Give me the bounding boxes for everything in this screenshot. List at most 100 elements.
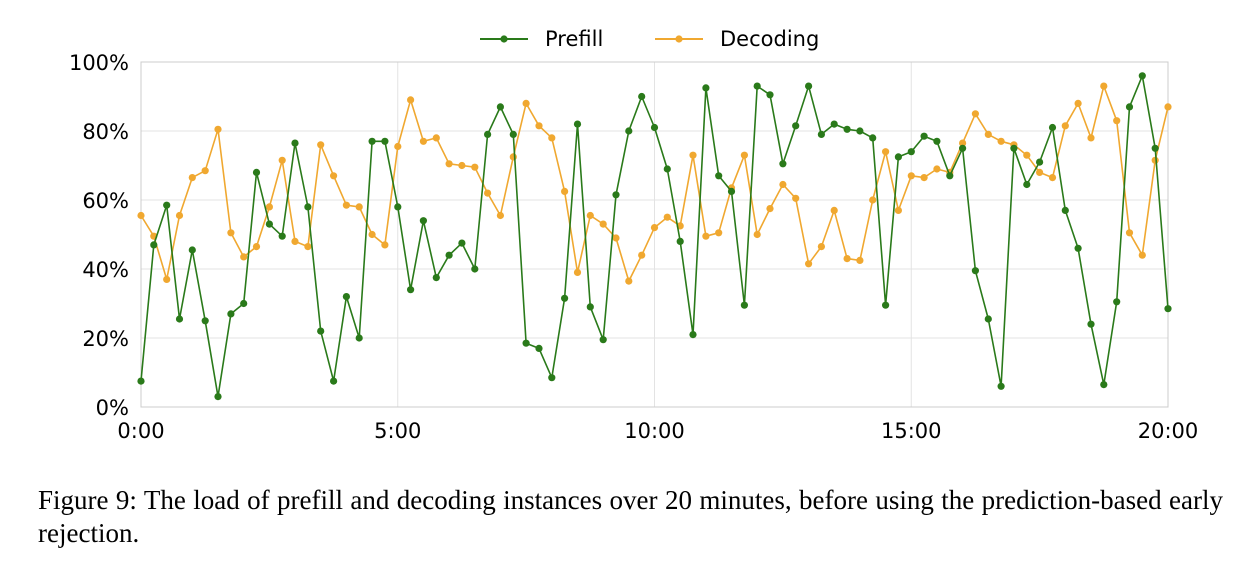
data-point-prefill xyxy=(252,168,261,176)
legend-marker-decoding xyxy=(675,35,683,43)
data-point-prefill xyxy=(304,203,312,211)
data-point-decoding xyxy=(201,167,209,175)
data-point-decoding xyxy=(175,211,184,220)
data-point-prefill xyxy=(959,144,967,152)
data-point-decoding xyxy=(240,253,248,261)
data-point-prefill xyxy=(984,315,992,323)
data-point-prefill xyxy=(150,241,158,249)
data-point-prefill xyxy=(227,310,235,318)
data-point-decoding xyxy=(484,189,492,197)
data-point-decoding xyxy=(381,241,389,249)
data-point-prefill xyxy=(355,334,363,342)
data-point-prefill xyxy=(496,103,504,111)
data-point-prefill xyxy=(394,203,402,211)
x-axis-ticks: 0:00 5:00 10:00 15:00 20:00 xyxy=(117,419,1198,443)
y-tick-label: 100% xyxy=(69,51,129,75)
x-tick-label: 10:00 xyxy=(624,419,685,443)
data-point-prefill xyxy=(1151,144,1159,152)
data-point-prefill xyxy=(766,91,774,99)
data-point-prefill xyxy=(946,172,954,180)
data-point-decoding xyxy=(1087,134,1095,142)
data-point-prefill xyxy=(1074,244,1082,252)
x-tick-label: 0:00 xyxy=(117,419,164,443)
y-axis-ticks: 0% 20% 40% 60% 80% 100% xyxy=(69,51,129,420)
data-point-prefill xyxy=(805,82,813,90)
data-point-prefill xyxy=(1061,206,1069,214)
data-point-prefill xyxy=(188,246,196,254)
data-point-decoding xyxy=(1138,251,1146,259)
data-point-decoding xyxy=(715,229,723,237)
data-point-decoding xyxy=(432,134,440,142)
data-point-decoding xyxy=(650,224,659,232)
data-point-decoding xyxy=(137,211,145,220)
data-point-decoding xyxy=(1125,229,1134,237)
y-tick-label: 80% xyxy=(82,120,129,144)
data-point-prefill xyxy=(1138,72,1146,80)
data-point-decoding xyxy=(458,161,466,170)
data-point-decoding xyxy=(856,256,864,264)
data-point-decoding xyxy=(317,141,325,149)
data-point-prefill xyxy=(1100,381,1108,389)
data-point-decoding xyxy=(599,220,607,228)
data-point-prefill xyxy=(1164,305,1172,313)
data-point-decoding xyxy=(586,211,594,220)
data-point-decoding xyxy=(843,255,851,263)
data-point-prefill xyxy=(432,274,440,282)
data-point-decoding xyxy=(573,268,582,276)
plot-frame xyxy=(140,61,1169,408)
data-point-prefill xyxy=(342,293,350,301)
data-point-prefill xyxy=(843,125,851,133)
data-point-prefill xyxy=(612,191,620,199)
data-point-decoding xyxy=(933,165,941,173)
data-point-prefill xyxy=(907,148,915,156)
data-point-decoding xyxy=(496,211,504,220)
data-point-decoding xyxy=(1100,82,1108,90)
data-point-prefill xyxy=(894,153,903,161)
data-point-prefill xyxy=(689,331,697,339)
legend-label-decoding: Decoding xyxy=(720,27,819,51)
data-point-decoding xyxy=(920,174,928,182)
data-point-decoding xyxy=(959,139,967,147)
data-point-decoding xyxy=(304,243,312,251)
data-point-decoding xyxy=(638,251,646,259)
data-point-decoding xyxy=(265,203,273,211)
legend-label-prefill: Prefill xyxy=(545,27,603,51)
data-point-decoding xyxy=(330,172,338,180)
data-point-decoding xyxy=(535,122,543,130)
data-point-prefill xyxy=(535,344,543,352)
data-point-prefill xyxy=(869,134,877,142)
data-point-decoding xyxy=(355,203,363,211)
legend-entry-prefill: Prefill xyxy=(480,27,603,51)
data-point-decoding xyxy=(548,134,556,142)
data-point-prefill xyxy=(265,220,273,228)
series-layer xyxy=(137,72,1172,401)
data-point-decoding xyxy=(342,201,350,209)
y-tick-label: 20% xyxy=(82,327,129,351)
data-point-prefill xyxy=(291,139,299,147)
data-point-decoding xyxy=(1074,99,1082,107)
data-point-decoding xyxy=(792,194,800,202)
data-point-prefill xyxy=(407,286,415,294)
data-point-prefill xyxy=(317,327,325,335)
data-point-decoding xyxy=(779,180,787,189)
data-point-prefill xyxy=(368,137,376,145)
data-point-prefill xyxy=(1113,298,1121,306)
data-point-decoding xyxy=(766,205,774,213)
data-point-prefill xyxy=(522,339,530,347)
data-point-prefill xyxy=(650,123,659,132)
figure-caption: Figure 9: The load of prefill and decodi… xyxy=(38,485,1223,548)
data-point-decoding xyxy=(894,206,903,214)
data-point-prefill xyxy=(599,336,607,344)
data-point-decoding xyxy=(702,232,710,240)
data-point-decoding xyxy=(907,172,915,180)
data-point-prefill xyxy=(715,172,723,180)
data-point-prefill xyxy=(419,217,427,225)
data-point-prefill xyxy=(817,130,826,138)
data-point-prefill xyxy=(740,301,749,309)
data-point-decoding xyxy=(163,275,171,283)
data-point-decoding xyxy=(252,243,261,251)
data-point-decoding xyxy=(188,174,196,182)
data-point-prefill xyxy=(240,299,248,308)
data-point-prefill xyxy=(445,251,453,259)
